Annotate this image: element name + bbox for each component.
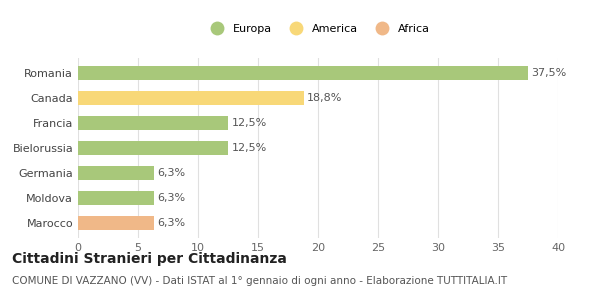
Text: 6,3%: 6,3% [157,168,185,178]
Bar [78,91,304,105]
Text: COMUNE DI VAZZANO (VV) - Dati ISTAT al 1° gennaio di ogni anno - Elaborazione TU: COMUNE DI VAZZANO (VV) - Dati ISTAT al 1… [12,276,507,285]
Bar [78,141,228,155]
Text: 12,5%: 12,5% [232,118,267,128]
Bar [78,66,528,80]
Bar [78,191,154,205]
Text: 12,5%: 12,5% [232,143,267,153]
Text: 18,8%: 18,8% [307,93,343,103]
Bar [78,216,154,230]
Bar [78,166,154,180]
Text: 6,3%: 6,3% [157,218,185,228]
Bar [78,116,228,130]
Text: 37,5%: 37,5% [532,68,567,78]
Text: 6,3%: 6,3% [157,193,185,203]
Legend: Europa, America, Africa: Europa, America, Africa [202,19,434,38]
Text: Cittadini Stranieri per Cittadinanza: Cittadini Stranieri per Cittadinanza [12,252,287,266]
